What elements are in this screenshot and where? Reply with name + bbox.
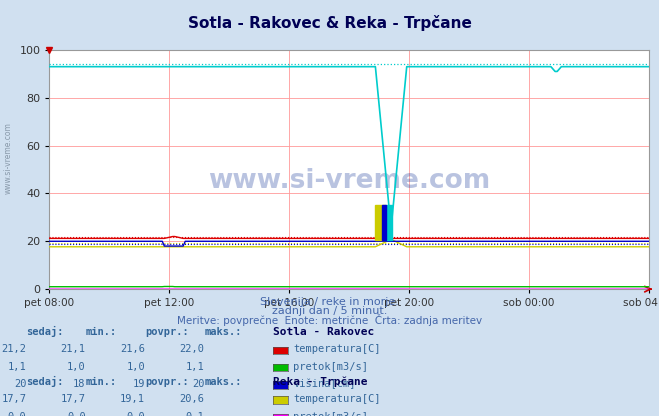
Text: 1,1: 1,1 <box>8 362 26 372</box>
Text: 1,0: 1,0 <box>127 362 145 372</box>
Text: pretok[m3/s]: pretok[m3/s] <box>293 412 368 416</box>
Text: zadnji dan / 5 minut.: zadnji dan / 5 minut. <box>272 306 387 316</box>
Text: maks.:: maks.: <box>204 377 242 387</box>
Text: Sotla - Rakovec: Sotla - Rakovec <box>273 327 375 337</box>
Bar <box>376 206 385 240</box>
Text: 21,1: 21,1 <box>61 344 86 354</box>
Text: min.:: min.: <box>86 327 117 337</box>
Text: 20: 20 <box>192 379 204 389</box>
Text: Slovenija / reke in morje.: Slovenija / reke in morje. <box>260 297 399 307</box>
Text: 0,0: 0,0 <box>127 412 145 416</box>
Text: 17,7: 17,7 <box>61 394 86 404</box>
Text: sedaj:: sedaj: <box>26 376 64 387</box>
Text: 21,2: 21,2 <box>1 344 26 354</box>
Text: 17,7: 17,7 <box>1 394 26 404</box>
Text: 19: 19 <box>132 379 145 389</box>
Text: 0,0: 0,0 <box>8 412 26 416</box>
Bar <box>382 206 386 240</box>
Text: povpr.:: povpr.: <box>145 377 188 387</box>
Text: Sotla - Rakovec & Reka - Trpčane: Sotla - Rakovec & Reka - Trpčane <box>188 15 471 30</box>
Text: Reka - Trpčane: Reka - Trpčane <box>273 376 368 387</box>
Text: 20,6: 20,6 <box>179 394 204 404</box>
Text: 18: 18 <box>73 379 86 389</box>
Text: povpr.:: povpr.: <box>145 327 188 337</box>
Text: Meritve: povprečne  Enote: metrične  Črta: zadnja meritev: Meritve: povprečne Enote: metrične Črta:… <box>177 314 482 326</box>
Text: sedaj:: sedaj: <box>26 326 64 337</box>
Text: 21,6: 21,6 <box>120 344 145 354</box>
Text: temperatura[C]: temperatura[C] <box>293 344 381 354</box>
Text: min.:: min.: <box>86 377 117 387</box>
Text: 20: 20 <box>14 379 26 389</box>
Text: 0,0: 0,0 <box>67 412 86 416</box>
Bar <box>385 206 392 240</box>
Text: www.si-vreme.com: www.si-vreme.com <box>208 168 490 195</box>
Text: www.si-vreme.com: www.si-vreme.com <box>3 122 13 194</box>
Text: 0,1: 0,1 <box>186 412 204 416</box>
Text: temperatura[C]: temperatura[C] <box>293 394 381 404</box>
Text: 1,0: 1,0 <box>67 362 86 372</box>
Text: 22,0: 22,0 <box>179 344 204 354</box>
Text: 19,1: 19,1 <box>120 394 145 404</box>
Text: višina[cm]: višina[cm] <box>293 379 356 389</box>
Text: 1,1: 1,1 <box>186 362 204 372</box>
Text: maks.:: maks.: <box>204 327 242 337</box>
Text: pretok[m3/s]: pretok[m3/s] <box>293 362 368 372</box>
